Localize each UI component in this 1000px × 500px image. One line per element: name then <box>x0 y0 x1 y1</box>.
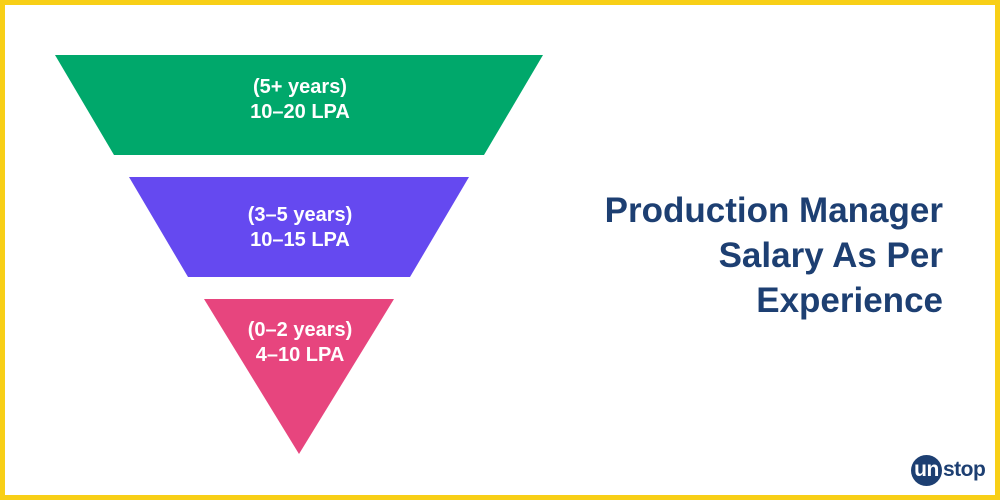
tier-label-mid: (3–5 years) 10–15 LPA <box>200 203 400 253</box>
logo-badge: un <box>911 454 942 486</box>
tier-label-junior: (0–2 years) 4–10 LPA <box>200 318 400 368</box>
logo-wordmark: stop <box>943 458 986 481</box>
funnel-tier-junior <box>204 299 394 454</box>
tier-years: (5+ years) <box>253 76 347 98</box>
title-line: Salary As Per <box>718 236 943 275</box>
tier-years: (0–2 years) <box>247 319 353 341</box>
tier-salary: 10–20 LPA <box>250 101 350 123</box>
funnel-tier-senior <box>55 55 543 155</box>
salary-funnel <box>55 55 543 454</box>
title-line: Experience <box>756 281 943 320</box>
title-line: Production Manager <box>604 191 943 230</box>
tier-label-senior: (5+ years) 10–20 LPA <box>200 75 400 125</box>
tier-salary: 10–15 LPA <box>250 229 350 251</box>
tier-years: (3–5 years) <box>247 204 353 226</box>
unstop-logo: un stop <box>911 453 986 487</box>
page-title: Production Manager Salary As Per Experie… <box>543 188 943 323</box>
tier-salary: 4–10 LPA <box>255 344 345 366</box>
funnel-tier-mid <box>129 177 469 277</box>
